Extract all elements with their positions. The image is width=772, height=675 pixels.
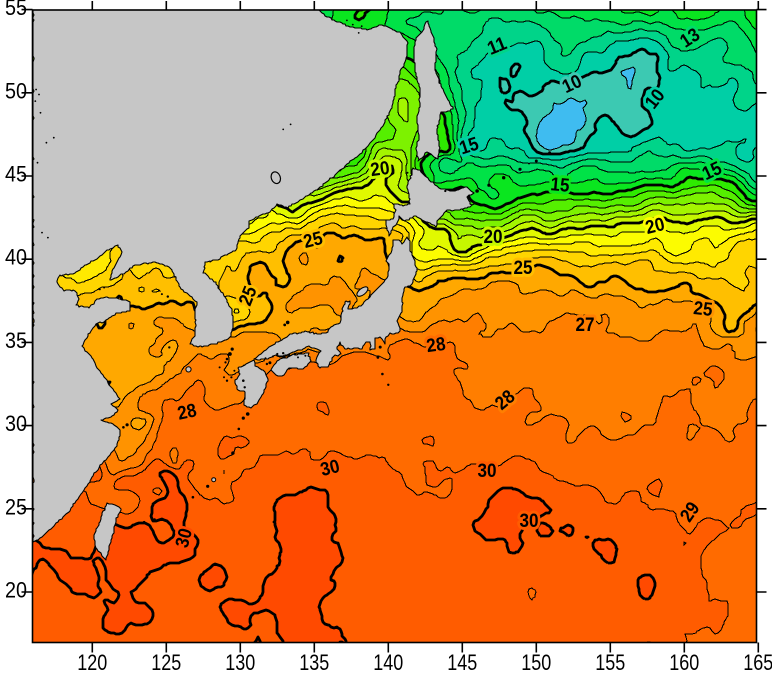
svg-text:165: 165 — [743, 650, 772, 675]
svg-text:35: 35 — [5, 328, 27, 353]
svg-text:28: 28 — [425, 334, 447, 357]
svg-text:120: 120 — [77, 650, 107, 675]
svg-text:40: 40 — [5, 245, 27, 270]
svg-text:160: 160 — [669, 650, 699, 675]
svg-text:30: 30 — [5, 411, 27, 436]
svg-text:25: 25 — [514, 258, 533, 279]
svg-text:50: 50 — [5, 78, 27, 103]
svg-text:145: 145 — [447, 650, 477, 675]
svg-text:155: 155 — [595, 650, 625, 675]
svg-text:15: 15 — [550, 174, 571, 197]
svg-text:30: 30 — [478, 461, 497, 482]
svg-text:30: 30 — [520, 511, 539, 532]
svg-text:55: 55 — [5, 0, 27, 20]
svg-text:150: 150 — [521, 650, 551, 675]
svg-text:20: 20 — [5, 578, 27, 603]
svg-text:45: 45 — [5, 162, 27, 187]
svg-text:25: 25 — [692, 298, 713, 321]
svg-text:27: 27 — [576, 315, 595, 336]
svg-text:135: 135 — [299, 650, 329, 675]
svg-text:125: 125 — [151, 650, 181, 675]
svg-text:140: 140 — [373, 650, 403, 675]
svg-text:20: 20 — [484, 227, 503, 248]
svg-text:25: 25 — [5, 494, 27, 519]
svg-text:130: 130 — [225, 650, 255, 675]
svg-text:20: 20 — [369, 158, 391, 181]
